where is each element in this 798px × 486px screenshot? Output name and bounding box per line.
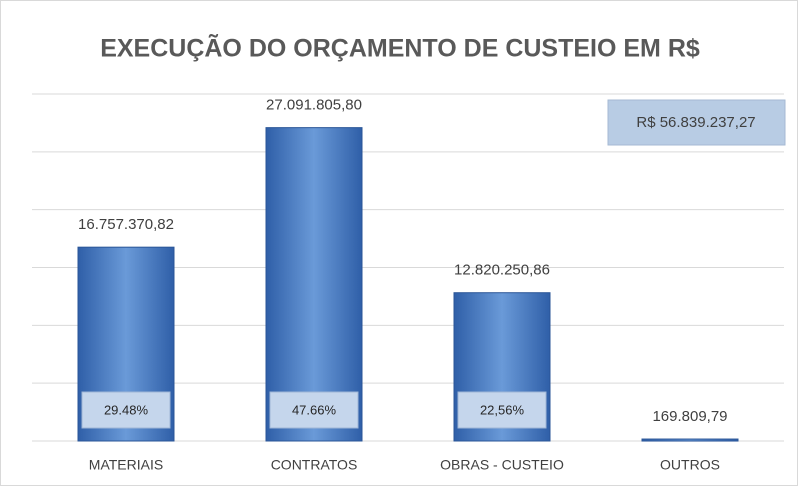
x-tick-label: CONTRATOS xyxy=(271,457,358,473)
value-label: 27.091.805,80 xyxy=(266,97,362,114)
share-label: 29.48% xyxy=(104,402,149,417)
bar xyxy=(265,127,363,442)
share-label: 22,56% xyxy=(480,402,525,417)
x-tick-label: OUTROS xyxy=(660,457,720,473)
bar xyxy=(641,438,739,442)
value-label: 16.757.370,82 xyxy=(78,216,174,233)
chart-title: EXECUÇÃO DO ORÇAMENTO DE CUSTEIO EM R$ xyxy=(100,33,700,63)
share-box xyxy=(269,391,359,429)
share-label: 47.66% xyxy=(292,402,337,417)
x-tick-label: OBRAS - CUSTEIO xyxy=(440,457,564,473)
total-box xyxy=(607,99,786,146)
total-label: R$ 56.839.237,27 xyxy=(636,114,755,131)
share-box xyxy=(457,391,547,429)
share-box xyxy=(81,391,171,429)
x-tick-label: MATERIAIS xyxy=(89,457,163,473)
value-label: 169.809,79 xyxy=(652,408,727,425)
value-label: 12.820.250,86 xyxy=(454,262,550,279)
